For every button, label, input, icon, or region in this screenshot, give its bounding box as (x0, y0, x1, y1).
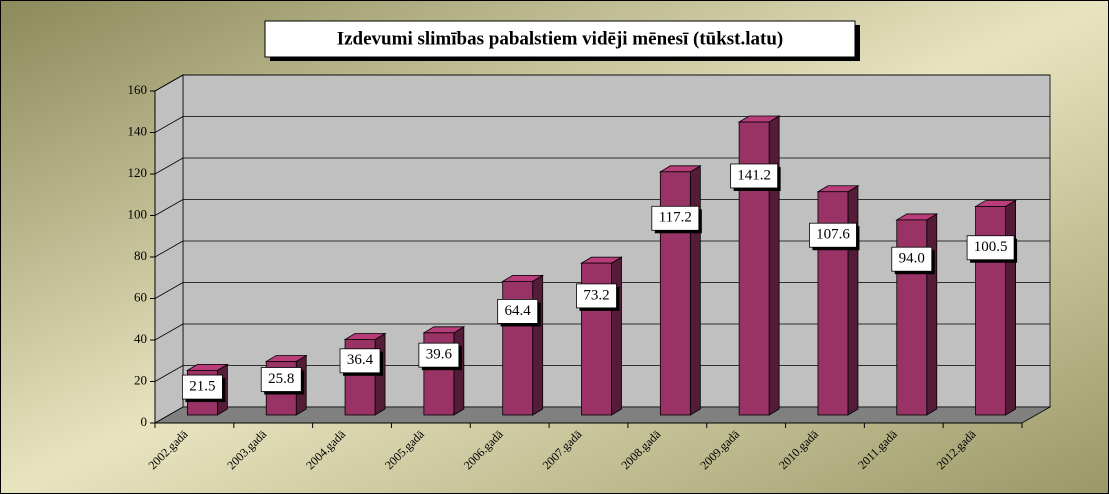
label-box (891, 246, 933, 272)
data-label: 36.4 (347, 352, 374, 368)
grid-line (154, 199, 184, 216)
bar-side (611, 256, 622, 416)
data-label: 64.4 (505, 303, 532, 319)
data-label: 117.2 (659, 210, 692, 226)
data-label: 94.0 (899, 251, 925, 267)
y-tick-label: 80 (134, 248, 147, 263)
label-box (182, 374, 223, 400)
y-tick-label: 40 (134, 331, 147, 346)
label-box (730, 163, 779, 189)
chart-title: Izdevumi slimības pabalstiem vidēji mēne… (337, 28, 784, 49)
label-box (418, 342, 460, 368)
data-label: 73.2 (583, 287, 609, 303)
grid-line (154, 365, 184, 382)
label-box (497, 299, 539, 324)
label-box (576, 283, 617, 309)
bar-side (926, 213, 938, 416)
bar (816, 185, 860, 416)
title-box (264, 20, 856, 58)
bar-side (768, 115, 780, 416)
label-box (809, 222, 857, 248)
bar-side (1005, 199, 1016, 416)
bar (658, 165, 702, 416)
y-tick-label: 120 (128, 165, 148, 180)
data-label: 21.5 (189, 379, 215, 395)
label-box (339, 348, 381, 374)
bar-side (532, 274, 544, 416)
grid-line (154, 116, 184, 133)
data-label: 25.8 (268, 371, 294, 387)
bar (974, 199, 1018, 416)
bar (422, 326, 466, 416)
grid-line (154, 74, 184, 92)
bar (501, 274, 545, 416)
y-tick-label: 60 (134, 289, 147, 304)
label-box (966, 235, 1015, 261)
bar (580, 256, 623, 416)
bar (895, 213, 939, 416)
data-label: 141.2 (737, 167, 771, 183)
bar-side (453, 326, 465, 416)
data-label: 100.5 (974, 239, 1008, 255)
grid-line (154, 157, 184, 175)
grid-line (154, 323, 184, 341)
bar (737, 115, 781, 416)
y-tick-label: 160 (128, 82, 148, 97)
data-label: 39.6 (426, 347, 453, 363)
y-tick-label: 20 (134, 372, 147, 387)
y-tick-label: 140 (128, 123, 148, 138)
bar-side (689, 165, 701, 416)
bar-side (847, 185, 859, 416)
y-tick-label: 100 (128, 206, 148, 221)
label-box (651, 205, 700, 231)
grid-line (154, 240, 184, 258)
data-label: 107.6 (816, 227, 850, 243)
y-tick-label: 0 (141, 414, 148, 429)
label-box (260, 367, 302, 392)
grid-line (154, 282, 184, 299)
